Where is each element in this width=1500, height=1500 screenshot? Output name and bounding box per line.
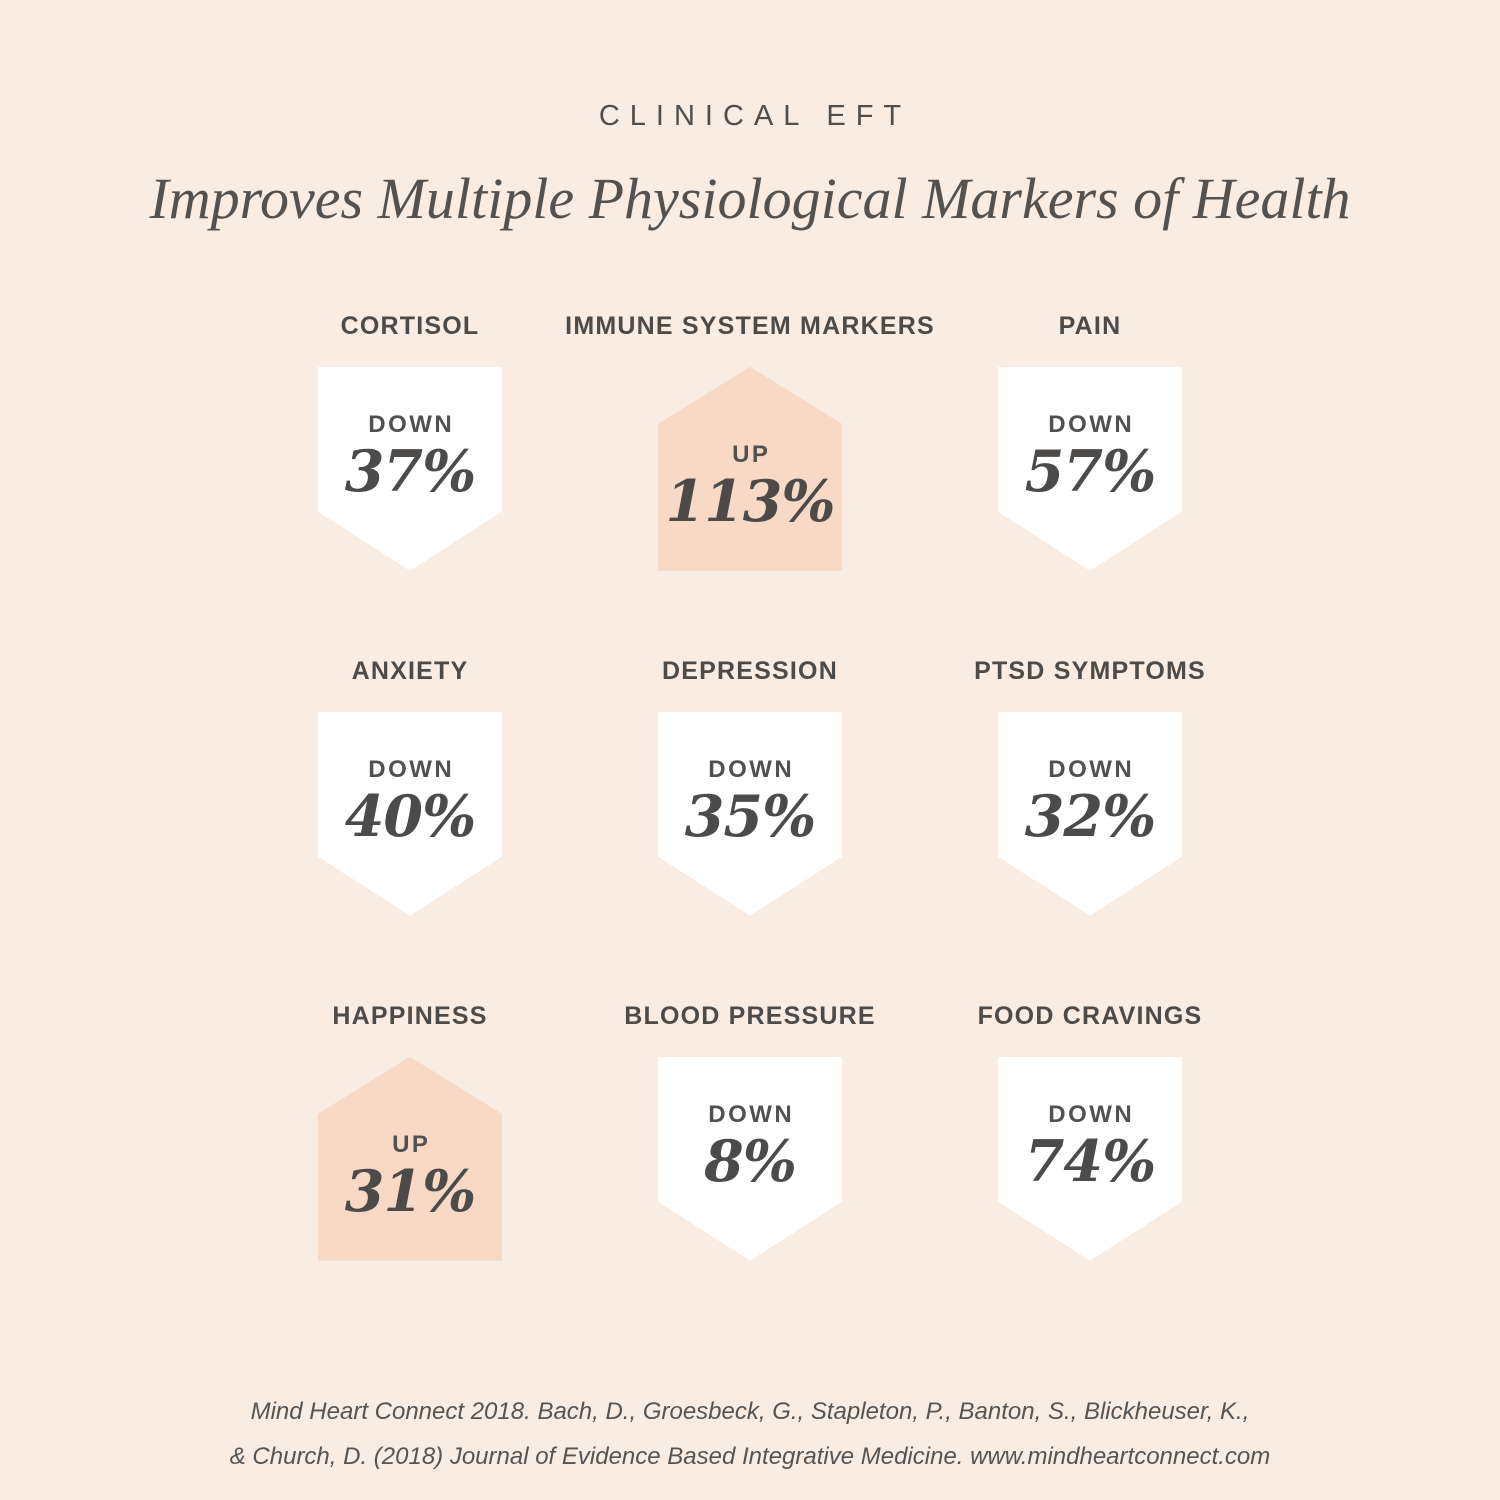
percent-value: 31% <box>344 1157 476 1225</box>
direction-label: DOWN <box>368 410 455 438</box>
down-arrow-badge: DOWN 35% <box>658 711 842 916</box>
metric-label: IMMUNE SYSTEM MARKERS <box>565 311 935 340</box>
percent-value: 35% <box>684 782 816 850</box>
direction-label: DOWN <box>368 755 455 783</box>
direction-label: DOWN <box>1048 410 1135 438</box>
metric-label: ANXIETY <box>351 656 469 685</box>
metric-grid: CORTISOL DOWN 37% IMMUNE SYSTEM MARKERS … <box>240 311 1260 1261</box>
metric-cell-pain: PAIN DOWN 57% <box>920 311 1260 571</box>
direction-label: DOWN <box>708 755 795 783</box>
metric-cell-ptsd-symptoms: PTSD SYMPTOMS DOWN 32% <box>920 656 1260 916</box>
down-arrow-badge: DOWN 8% <box>658 1056 842 1261</box>
percent-value: 37% <box>344 437 476 505</box>
metric-cell-food-cravings: FOOD CRAVINGS DOWN 74% <box>920 1001 1260 1261</box>
metric-label: FOOD CRAVINGS <box>977 1001 1203 1030</box>
direction-label: DOWN <box>708 1100 795 1128</box>
direction-label: DOWN <box>1048 1100 1135 1128</box>
eyebrow-title: CLINICAL EFT <box>598 100 912 132</box>
direction-label: UP <box>392 1130 431 1158</box>
citation-line-2: & Church, D. (2018) Journal of Evidence … <box>229 1442 1271 1470</box>
direction-label: DOWN <box>1048 755 1135 783</box>
down-arrow-badge: DOWN 57% <box>998 366 1182 571</box>
direction-label: UP <box>732 440 771 468</box>
metric-label: DEPRESSION <box>662 656 838 685</box>
metric-cell-immune-system-markers: IMMUNE SYSTEM MARKERS UP 113% <box>565 311 934 571</box>
metric-cell-depression: DEPRESSION DOWN 35% <box>580 656 920 916</box>
percent-value: 32% <box>1024 782 1156 850</box>
down-arrow-badge: DOWN 74% <box>998 1056 1182 1261</box>
down-arrow-badge: DOWN 32% <box>998 711 1182 916</box>
percent-value: 40% <box>344 782 476 850</box>
metric-cell-cortisol: CORTISOL DOWN 37% <box>240 311 580 571</box>
metric-label: BLOOD PRESSURE <box>624 1001 876 1030</box>
percent-value: 74% <box>1024 1127 1156 1195</box>
citation: Mind Heart Connect 2018. Bach, D., Groes… <box>0 1389 1500 1479</box>
percent-value: 8% <box>704 1127 797 1195</box>
metric-cell-blood-pressure: BLOOD PRESSURE DOWN 8% <box>580 1001 920 1261</box>
metric-label: CORTISOL <box>340 311 480 340</box>
metric-cell-happiness: HAPPINESS UP 31% <box>240 1001 580 1261</box>
metric-label: PTSD SYMPTOMS <box>974 656 1206 685</box>
percent-value: 57% <box>1024 437 1156 505</box>
up-arrow-badge: UP 31% <box>318 1056 502 1261</box>
citation-line-1: Mind Heart Connect 2018. Bach, D., Groes… <box>250 1397 1250 1425</box>
metric-label: PAIN <box>1058 311 1122 340</box>
up-arrow-badge: UP 113% <box>658 366 842 571</box>
metric-cell-anxiety: ANXIETY DOWN 40% <box>240 656 580 916</box>
page-title: Improves Multiple Physiological Markers … <box>149 166 1351 231</box>
down-arrow-badge: DOWN 40% <box>318 711 502 916</box>
metric-label: HAPPINESS <box>332 1001 488 1030</box>
percent-value: 113% <box>665 467 835 535</box>
down-arrow-badge: DOWN 37% <box>318 366 502 571</box>
